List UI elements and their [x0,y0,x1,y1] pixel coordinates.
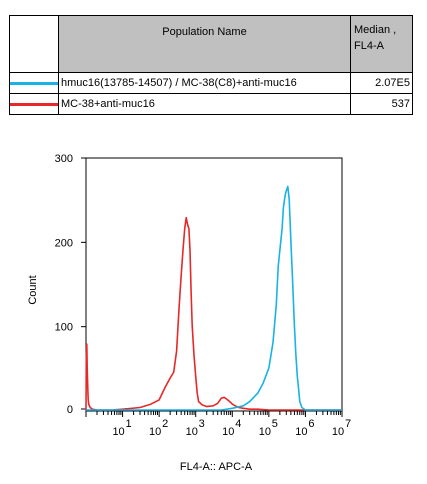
row-color-swatch [9,72,59,94]
median-value-cell: 537 [350,93,413,115]
x-tick-exponent: 5 [272,418,278,430]
y-tick-label: 100 [55,322,73,334]
population-name-header: Population Name [58,15,351,73]
x-axis-label: FL4-A:: APC-A [180,461,253,473]
median-header-line2: FL4-A [354,40,384,52]
x-tick-exponent: 4 [235,418,241,430]
x-tick-label: 10 [149,426,161,438]
x-tick-exponent: 1 [126,418,132,430]
x-tick-exponent: 2 [162,418,168,430]
y-axis-label: Count [27,275,39,304]
y-tick-label: 200 [55,237,73,249]
median-value-cell: 2.07E5 [350,72,413,94]
population-legend-table: Population Name Median , FL4-A hmuc16(13… [9,15,413,115]
x-tick-label: 10 [112,426,124,438]
x-tick-exponent: 6 [308,418,314,430]
x-tick-label: 10 [186,426,198,438]
y-tick-label: 300 [55,153,73,165]
median-header: Median , FL4-A [350,15,413,73]
plot-frame [85,157,343,412]
x-tick-label: 10 [295,426,307,438]
x-tick-label: 10 [259,426,271,438]
series-line-mc38 [85,216,342,411]
series-line-hmuc16 [86,185,342,411]
y-tick-label: 0 [67,404,73,416]
x-tick-exponent: 3 [199,418,205,430]
table-row: MC-38+anti-muc16 537 [9,93,413,115]
median-header-line1: Median , [354,24,397,36]
x-tick-exponent: 7 [345,418,351,430]
table-row: hmuc16(13785-14507) / MC-38(C8)+anti-muc… [9,72,413,94]
x-tick-label: 10 [332,426,344,438]
header-blank-cell [9,15,59,73]
population-name-cell: hmuc16(13785-14507) / MC-38(C8)+anti-muc… [58,72,351,94]
x-tick-label: 10 [222,426,234,438]
population-name-cell: MC-38+anti-muc16 [58,93,351,115]
row-color-swatch [9,93,59,115]
